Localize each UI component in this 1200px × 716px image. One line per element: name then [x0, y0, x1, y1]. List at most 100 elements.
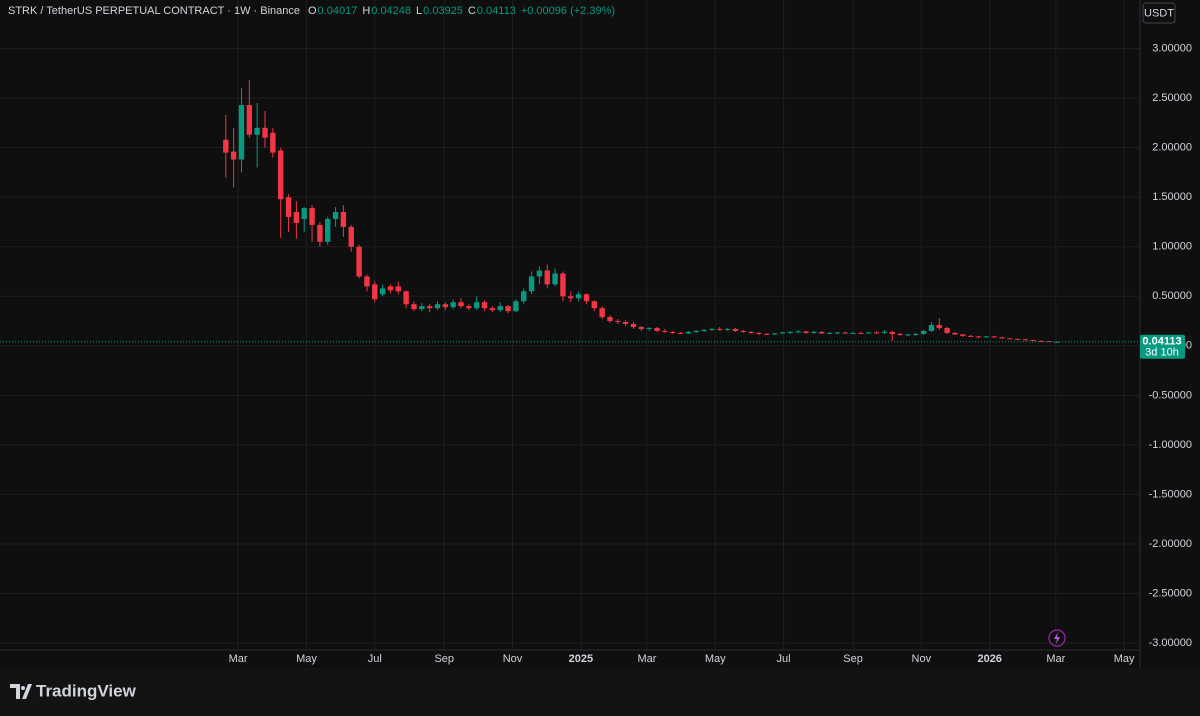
candle-body: [646, 327, 652, 329]
brand-name: TradingView: [36, 681, 137, 700]
candle-body: [834, 332, 841, 334]
y-tick-label: -2.50000: [1149, 587, 1192, 599]
candle-body: [254, 127, 260, 135]
candle-body: [795, 331, 801, 333]
candle-body: [701, 329, 707, 331]
candle-body: [497, 306, 503, 311]
candles: [0, 80, 1140, 343]
currency-label[interactable]: USDT: [1144, 7, 1174, 19]
ohlc-value: 0.04017: [318, 5, 358, 17]
candle-body: [293, 212, 300, 223]
candle-body: [277, 150, 284, 200]
candle-body: [583, 294, 590, 302]
candle-body: [850, 332, 856, 334]
lightning-icon: [1054, 632, 1060, 644]
ohlc-letter: H: [362, 5, 370, 17]
candle-body: [246, 105, 253, 135]
candle-body: [489, 308, 496, 311]
candle-body: [450, 302, 456, 308]
candle-body: [920, 330, 927, 334]
candle-body: [481, 302, 488, 309]
candle-body: [1022, 339, 1029, 341]
candle-body: [999, 337, 1005, 339]
brand-logo-dot: [21, 686, 25, 690]
change-value: +0.00096 (+2.39%): [521, 5, 615, 17]
brand-logo: [10, 684, 32, 699]
candle-body: [379, 288, 386, 295]
candle-body: [928, 325, 935, 331]
candle-body: [693, 330, 699, 332]
y-tick-label: -3.00000: [1149, 637, 1192, 649]
y-tick-label: -0.50000: [1149, 389, 1192, 401]
candle-body: [685, 331, 692, 334]
candle-body: [1046, 341, 1052, 343]
candle-body: [630, 324, 637, 327]
candle-body: [638, 326, 645, 329]
candle-body: [803, 331, 809, 333]
y-tick-label: 2.50000: [1152, 92, 1192, 104]
candle-body: [544, 270, 550, 285]
candle-body: [717, 328, 723, 330]
candle-body: [513, 301, 519, 312]
candle-body: [944, 327, 950, 333]
header: STRK / TetherUS PERPETUAL CONTRACT · 1W …: [8, 5, 615, 17]
x-tick-label: 2026: [977, 653, 1001, 665]
candle-body: [764, 333, 770, 335]
candle-body: [536, 270, 543, 277]
candle-body: [340, 212, 347, 227]
footer: [0, 668, 1200, 716]
candle-body: [262, 127, 268, 138]
candle-body: [991, 336, 997, 338]
candle-body: [748, 331, 754, 333]
candle-body: [301, 208, 307, 219]
candle-body: [732, 328, 739, 331]
last-price-label: 0.04113: [1142, 336, 1181, 348]
candle-body: [654, 327, 660, 331]
candle-body: [897, 333, 903, 335]
candle-body: [677, 332, 684, 334]
candle-body: [913, 333, 919, 335]
candle-body: [466, 306, 472, 309]
candle-body: [419, 306, 425, 310]
candle-body: [560, 273, 566, 297]
candle-body: [873, 332, 880, 334]
candle-body: [364, 276, 370, 287]
candle-body: [662, 330, 668, 332]
candle-body: [952, 332, 958, 335]
candle-body: [442, 304, 449, 308]
x-tick-label: May: [705, 653, 726, 665]
candle-body: [521, 291, 527, 302]
candle-body: [826, 332, 833, 334]
candle-body: [756, 332, 762, 334]
candle-body: [473, 302, 480, 309]
candle-body: [967, 335, 974, 337]
candle-body: [387, 286, 394, 291]
candle-body: [975, 336, 982, 338]
candle-body: [811, 331, 817, 333]
x-tick-label: May: [296, 653, 317, 665]
candle-body: [230, 151, 237, 160]
currency-button[interactable]: [1142, 2, 1176, 24]
symbol-title: STRK / TetherUS PERPETUAL CONTRACT · 1W …: [8, 5, 300, 17]
candle-body: [372, 284, 378, 300]
countdown-label: 3d 10h: [1145, 347, 1179, 359]
y-tick-label: 3.00000: [1152, 42, 1192, 54]
candle-body: [332, 212, 339, 219]
candle-body: [309, 208, 315, 225]
ohlc-value: 0.04113: [477, 5, 516, 17]
candle-body: [434, 304, 441, 309]
candle-body: [905, 334, 911, 336]
candle-body: [552, 273, 558, 285]
candle-body: [458, 302, 464, 307]
candle-body: [270, 132, 276, 153]
y-tick-label: 2.00000: [1152, 142, 1192, 154]
x-tick-label: Jul: [368, 653, 382, 665]
ohlc-letter: L: [416, 5, 422, 17]
candle-body: [599, 308, 605, 318]
candle-body: [936, 325, 942, 328]
candle-body: [575, 294, 582, 299]
grid: [0, 0, 1140, 650]
event-icon[interactable]: [1048, 629, 1066, 647]
x-tick-label: Nov: [912, 653, 932, 665]
